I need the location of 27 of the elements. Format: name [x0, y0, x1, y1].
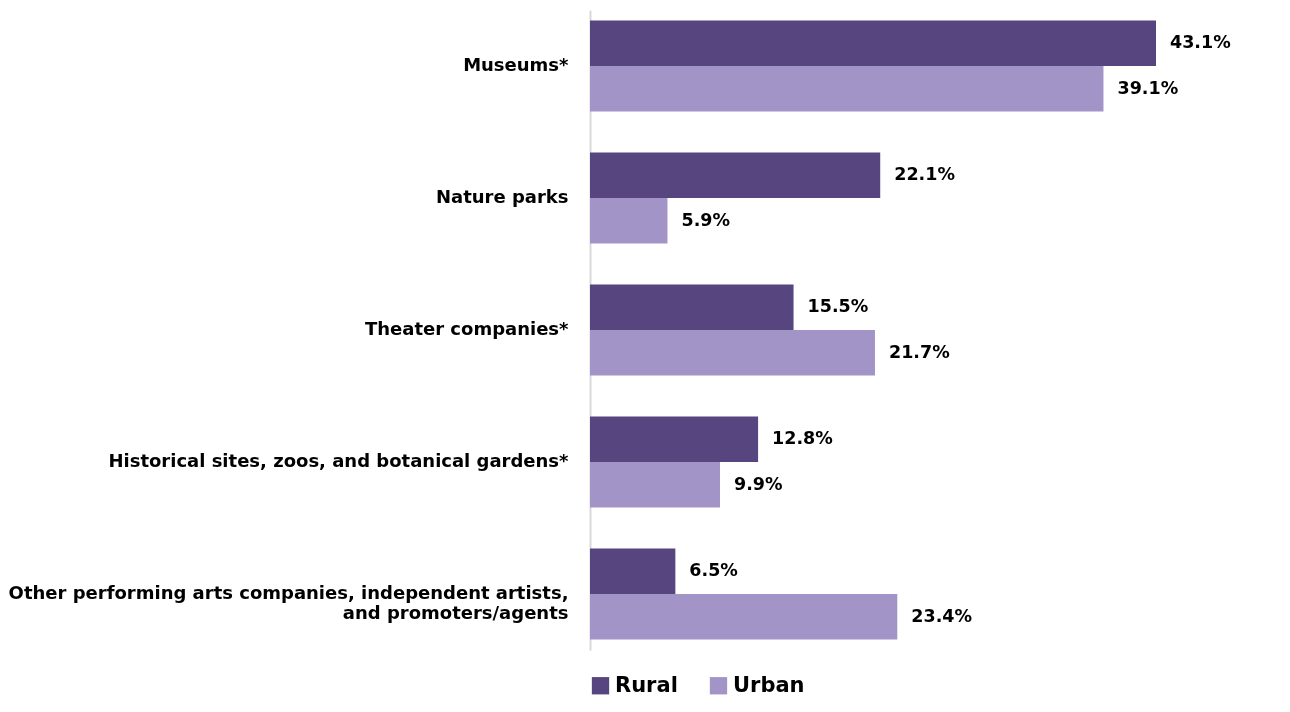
- y-tick-label: Other performing arts companies, independent artists, and promoters/agents: [8, 581, 569, 623]
- y-tick-label: Theater companies*: [364, 318, 570, 339]
- data-label: 15.5%: [807, 296, 869, 317]
- legend-label: Urban: [733, 672, 805, 697]
- data-label: 39.1%: [1117, 77, 1179, 98]
- y-tick-label: Museums*: [463, 54, 570, 76]
- bar: [590, 548, 676, 594]
- bar: [590, 66, 1104, 112]
- bar: [590, 461, 721, 508]
- bar: [590, 20, 1156, 67]
- data-label: 6.5%: [689, 560, 738, 581]
- data-label: 5.9%: [681, 209, 731, 230]
- data-label: 22.1%: [894, 164, 955, 185]
- data-label: 21.7%: [888, 341, 950, 362]
- data-label: 23.4%: [911, 605, 973, 626]
- bar: [590, 416, 759, 462]
- bar: [590, 152, 881, 199]
- data-label: 9.9%: [734, 473, 783, 494]
- bar: [590, 284, 794, 330]
- bar: [590, 198, 668, 244]
- y-tick-label: Nature parks: [435, 186, 569, 208]
- legend-label: Rural: [615, 672, 678, 697]
- y-tick-label: Historical sites, zoos, and botanical gardens*: [108, 449, 570, 471]
- data-label: 12.8%: [772, 428, 833, 449]
- bar: [590, 593, 898, 640]
- data-label: 43.1%: [1170, 32, 1231, 53]
- bar: [590, 330, 875, 376]
